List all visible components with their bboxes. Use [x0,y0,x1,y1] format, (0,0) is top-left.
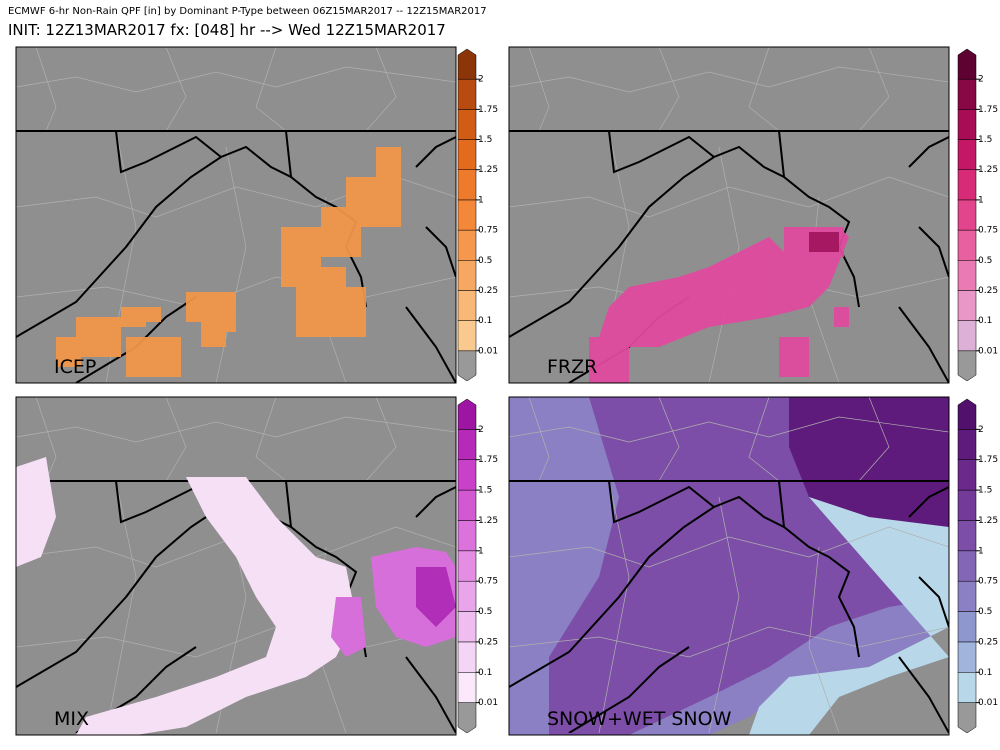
colorbar-label: 0.01 [478,346,498,356]
colorbar-segment [457,398,477,430]
colorbar-label: 1.5 [478,486,492,496]
colorbar-segment [457,169,477,201]
colorbar-segment [957,702,977,734]
colorbar-label: 0.01 [978,698,998,708]
colorbar-segment [957,169,977,201]
colorbar-label: 1 [978,195,984,205]
subtitle: INIT: 12Z13MAR2017 fx: [048] hr --> Wed … [8,21,446,39]
colorbar-label: 0.25 [978,637,998,647]
colorbar-segment [457,672,477,703]
colorbar-segment [957,290,977,321]
colorbar-segment [457,229,477,261]
colorbar-label: 1.75 [478,105,498,115]
colorbar-label: 0.5 [478,607,492,617]
colorbar-label: 1.5 [978,135,992,145]
colorbar-segment [957,611,977,643]
colorbar-label: 1 [978,546,984,556]
colorbar-segment [457,199,477,231]
map-panel [509,47,949,383]
colorbar-segment [457,290,477,321]
colorbar-label: 0.1 [978,668,992,678]
colorbar-segment [457,350,477,382]
colorbar-label: 0.5 [978,256,992,266]
colorbar-label: 0.25 [478,286,498,296]
colorbar-label: 2 [978,75,984,85]
colorbar-segment [457,139,477,170]
panel-label: ICEP [54,356,96,378]
colorbar-segment [957,672,977,703]
colorbar-segment [457,320,477,352]
colorbar-label: 1.75 [478,455,498,465]
colorbar-label: 0.75 [978,577,998,587]
colorbar-label: 1.75 [978,105,998,115]
colorbar-segment [457,580,477,612]
colorbar-segment [957,398,977,430]
colorbar-label: 0.75 [478,577,498,587]
panel-label: FRZR [547,356,597,378]
colorbar-segment [957,109,977,140]
colorbar-label: 1.5 [478,135,492,145]
colorbar-label: 0.5 [478,256,492,266]
colorbar-segment [457,489,477,521]
colorbar-segment [957,139,977,170]
colorbar-segment [457,109,477,140]
colorbar-label: 0.1 [478,668,492,678]
colorbar-segment [957,199,977,231]
colorbar-label: 1.25 [478,165,498,175]
map-panel [16,397,456,736]
colorbar-label: 1 [478,195,484,205]
colorbar-segment [457,702,477,734]
colorbar-segment [457,520,477,552]
panel-label: SNOW+WET SNOW [547,708,732,730]
colorbar-label: 1 [478,546,484,556]
colorbar-label: 0.01 [978,346,998,356]
colorbar-segment [957,320,977,352]
colorbar-label: 0.1 [978,316,992,326]
panel-label: MIX [54,708,89,730]
colorbar-label: 0.25 [478,637,498,647]
colorbar-segment [957,350,977,382]
colorbar-segment [957,429,977,460]
colorbar-segment [457,260,477,291]
colorbar-segment [457,429,477,460]
colorbar-segment [957,641,977,673]
map-panel [16,47,456,383]
colorbar-segment [457,611,477,643]
colorbar-label: 1.25 [978,165,998,175]
colorbar-label: 1.5 [978,486,992,496]
colorbar-label: 1.25 [978,516,998,526]
colorbar-label: 2 [978,425,984,435]
colorbar-label: 0.01 [478,698,498,708]
colorbar-segment [457,550,477,582]
colorbar-label: 0.1 [478,316,492,326]
colorbar-label: 0.75 [978,226,998,236]
colorbar-segment [957,580,977,612]
colorbar-label: 0.25 [978,286,998,296]
colorbar-label: 1.25 [478,516,498,526]
colorbar-segment [457,78,477,110]
colorbar-segment [457,459,477,491]
colorbar-label: 2 [478,425,484,435]
colorbar-segment [957,78,977,110]
colorbar-label: 2 [478,75,484,85]
colorbar-segment [957,260,977,291]
colorbar-label: 0.75 [478,226,498,236]
colorbar-label: 0.5 [978,607,992,617]
colorbar-segment [957,489,977,521]
colorbar-label: 1.75 [978,455,998,465]
colorbar-segment [957,459,977,491]
colorbar-segment [457,48,477,80]
colorbar-segment [957,48,977,80]
colorbar-segment [457,641,477,673]
colorbar-segment [957,550,977,582]
colorbar-segment [957,520,977,552]
title: ECMWF 6-hr Non-Rain QPF [in] by Dominant… [8,6,487,17]
colorbar-segment [957,229,977,261]
map-panel [509,397,949,736]
